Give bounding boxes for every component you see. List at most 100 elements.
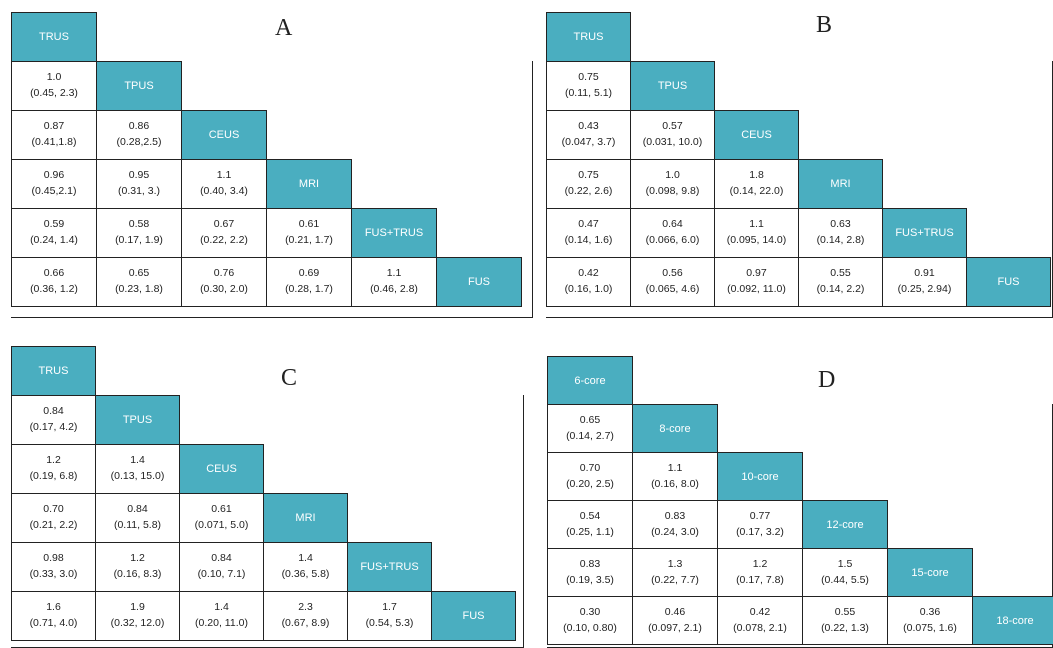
estimate-value: 0.69 [298, 267, 320, 280]
estimate-value: 0.56 [662, 267, 683, 280]
treatment-header: FUS+TRUS [882, 208, 967, 258]
confidence-interval: (0.031, 10.0) [642, 136, 703, 148]
panel-letter: A [275, 15, 293, 41]
comparison-cell: 0.75 (0.22, 2.6) [546, 159, 631, 209]
confidence-interval: (0.17, 1.9) [115, 234, 163, 246]
estimate-value: 0.84 [211, 552, 232, 565]
confidence-interval: (0.23, 1.8) [115, 283, 163, 295]
comparison-cell: 0.47 (0.14, 1.6) [546, 208, 631, 258]
confidence-interval: (0.36, 5.8) [281, 568, 330, 580]
confidence-interval: (0.16, 1.0) [564, 283, 613, 295]
estimate-value: 0.57 [662, 120, 683, 133]
confidence-interval: (0.36, 1.2) [30, 283, 78, 295]
confidence-interval: (0.33, 3.0) [29, 568, 78, 580]
estimate-value: 1.4 [214, 601, 229, 614]
confidence-interval: (0.22, 2.2) [200, 234, 248, 246]
confidence-interval: (0.31, 3.) [117, 185, 161, 197]
confidence-interval: (0.14, 2.2) [816, 283, 865, 295]
estimate-value: 1.0 [46, 71, 62, 84]
confidence-interval: (0.10, 0.80) [563, 621, 617, 634]
confidence-interval: (0.67, 8.9) [281, 617, 330, 629]
estimate-value: 0.47 [578, 218, 599, 231]
treatment-header: TPUS [96, 61, 182, 111]
confidence-interval: (0.20, 11.0) [195, 617, 248, 629]
comparison-cell: 0.36 (0.075, 1.6) [887, 596, 973, 645]
comparison-cell: 1.2 (0.16, 8.3) [95, 542, 180, 592]
estimate-value: 0.36 [919, 605, 941, 618]
confidence-interval: (0.40, 3.4) [200, 185, 248, 197]
comparison-cell: 0.95 (0.31, 3.) [96, 159, 182, 209]
treatment-header: CEUS [181, 110, 267, 160]
estimate-value: 1.6 [46, 601, 61, 614]
confidence-interval: (0.16, 8.3) [113, 568, 162, 580]
confidence-interval: (0.066, 6.0) [645, 234, 700, 246]
estimate-value: 0.76 [213, 267, 235, 280]
comparison-cell: 0.86 (0.28,2.5) [96, 110, 182, 160]
treatment-header: FUS [436, 257, 522, 307]
panel-letter: D [818, 367, 836, 393]
comparison-cell: 0.56 (0.065, 4.6) [630, 257, 715, 307]
comparison-cell: 1.5 (0.44, 5.5) [802, 548, 888, 597]
estimate-value: 0.70 [43, 503, 64, 516]
confidence-interval: (0.098, 9.8) [645, 185, 700, 197]
estimate-value: 0.55 [830, 267, 851, 280]
comparison-cell: 0.63 (0.14, 2.8) [798, 208, 883, 258]
estimate-value: 1.7 [382, 601, 397, 614]
comparison-cell: 0.59 (0.24, 1.4) [11, 208, 97, 258]
comparison-cell: 0.91 (0.25, 2.94) [882, 257, 967, 307]
confidence-interval: (0.22, 7.7) [651, 573, 699, 586]
estimate-value: 1.4 [298, 552, 313, 565]
estimate-value: 0.61 [211, 503, 232, 516]
estimate-value: 0.83 [579, 557, 601, 570]
estimate-value: 1.0 [665, 169, 680, 182]
estimate-value: 0.54 [579, 509, 601, 522]
comparison-cell: 0.83 (0.19, 3.5) [547, 548, 633, 597]
comparison-cell: 0.84 (0.11, 5.8) [95, 493, 180, 543]
panel-d: D 6-core 8-core 10-core 12-core 15-core 18-cor… [547, 356, 1053, 648]
comparison-cell: 1.0 (0.45, 2.3) [11, 61, 97, 111]
estimate-value: 0.61 [298, 218, 320, 231]
comparison-cell: 1.7 (0.54, 5.3) [347, 591, 432, 641]
confidence-interval: (0.46, 2.8) [370, 283, 418, 295]
comparison-cell: 0.58 (0.17, 1.9) [96, 208, 182, 258]
comparison-cell: 0.65 (0.23, 1.8) [96, 257, 182, 307]
treatment-header: TRUS [11, 12, 97, 62]
estimate-value: 0.67 [213, 218, 235, 231]
confidence-interval: (0.19, 3.5) [566, 573, 614, 586]
estimate-value: 0.83 [664, 509, 686, 522]
treatment-header: FUS [431, 591, 516, 641]
comparison-cell: 0.98 (0.33, 3.0) [11, 542, 96, 592]
confidence-interval: (0.71, 4.0) [29, 617, 78, 629]
estimate-value: 0.75 [578, 71, 599, 84]
estimate-value: 1.1 [386, 267, 402, 280]
estimate-value: 0.43 [578, 120, 599, 133]
confidence-interval: (0.24, 3.0) [651, 525, 699, 538]
estimate-value: 0.84 [43, 405, 64, 418]
confidence-interval: (0.065, 4.6) [645, 283, 700, 295]
comparison-cell: 1.0 (0.098, 9.8) [630, 159, 715, 209]
comparison-cell: 0.61 (0.071, 5.0) [179, 493, 264, 543]
estimate-value: 0.70 [579, 461, 601, 474]
panel-frame [11, 61, 533, 318]
estimate-value: 1.8 [749, 169, 764, 182]
estimate-value: 0.55 [834, 605, 856, 618]
estimate-value: 0.91 [914, 267, 935, 280]
comparison-cell: 0.30 (0.10, 0.80) [547, 596, 633, 645]
estimate-value: 0.75 [578, 169, 599, 182]
treatment-header: TRUS [11, 346, 96, 396]
confidence-interval: (0.071, 5.0) [194, 519, 249, 531]
estimate-value: 0.64 [662, 218, 683, 231]
estimate-value: 0.77 [749, 509, 771, 522]
comparison-cell: 0.97 (0.092, 11.0) [714, 257, 799, 307]
estimate-value: 0.65 [128, 267, 150, 280]
confidence-interval: (0.45,2.1) [31, 185, 77, 197]
panel-b: B TRUS TPUS CEUS MRI FUS+TRUS FUS 0.75 (0.11, 5.… [546, 12, 1053, 318]
comparison-cell: 1.4 (0.20, 11.0) [179, 591, 264, 641]
estimate-value: 0.84 [127, 503, 148, 516]
estimate-value: 0.63 [830, 218, 851, 231]
estimate-value: 1.4 [130, 454, 145, 467]
comparison-cell: 1.1 (0.095, 14.0) [714, 208, 799, 258]
confidence-interval: (0.25, 1.1) [566, 525, 614, 538]
comparison-cell: 0.84 (0.17, 4.2) [11, 395, 96, 445]
estimate-value: 0.59 [43, 218, 65, 231]
